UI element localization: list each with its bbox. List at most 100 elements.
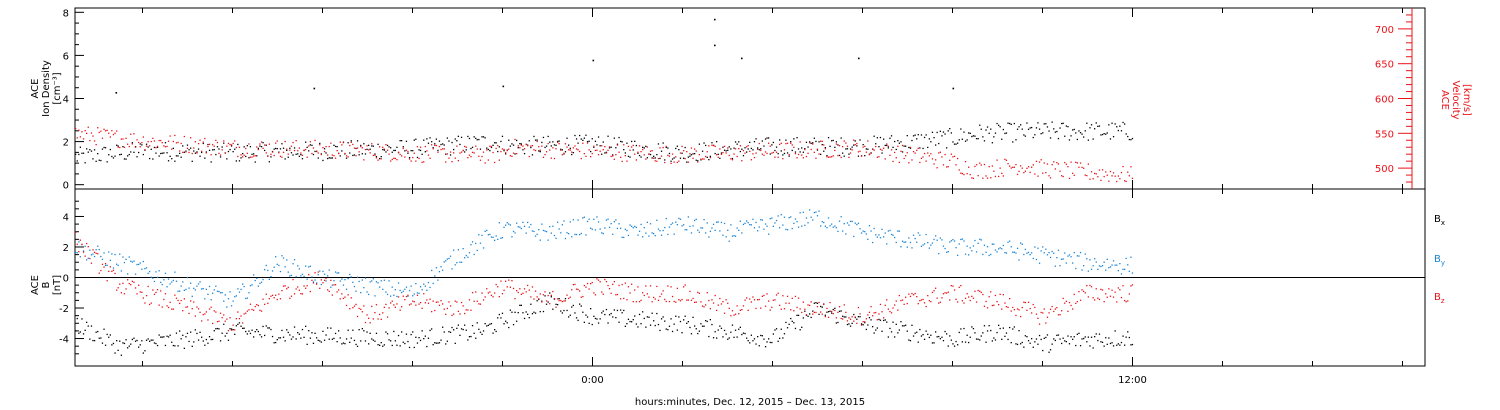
data-point — [897, 332, 899, 334]
data-point — [692, 153, 694, 155]
data-point — [966, 245, 968, 247]
data-point — [585, 314, 587, 316]
data-point — [147, 338, 149, 340]
data-point — [415, 138, 417, 140]
data-point — [708, 159, 710, 161]
data-point — [76, 243, 78, 245]
data-point — [279, 155, 282, 157]
data-point — [577, 142, 579, 144]
data-point — [134, 287, 137, 289]
data-point — [602, 310, 604, 312]
data-point — [908, 146, 910, 149]
data-point — [81, 131, 83, 133]
data-point — [207, 143, 209, 146]
data-point — [670, 286, 672, 288]
data-point — [512, 287, 515, 290]
data-point — [369, 332, 371, 334]
data-point — [668, 155, 671, 157]
data-point — [673, 233, 675, 235]
data-point — [416, 156, 419, 159]
data-point — [760, 148, 762, 150]
data-point — [925, 134, 927, 136]
data-point — [1072, 172, 1074, 174]
data-point — [1020, 165, 1022, 167]
data-point — [98, 131, 100, 134]
data-point — [240, 154, 242, 156]
data-point — [849, 318, 852, 320]
data-point — [1018, 259, 1020, 261]
data-point — [1072, 262, 1074, 264]
data-point — [935, 331, 937, 333]
data-point — [547, 142, 549, 145]
data-point — [1097, 125, 1099, 127]
data-point — [262, 147, 264, 149]
data-point — [840, 156, 842, 159]
data-point — [794, 153, 797, 155]
data-point — [435, 138, 437, 140]
data-point — [667, 329, 669, 331]
data-point — [456, 145, 458, 147]
data-point — [445, 313, 447, 315]
data-point — [579, 303, 581, 305]
data-point — [379, 344, 381, 346]
data-point — [352, 143, 354, 146]
data-point — [286, 149, 288, 151]
data-point — [1075, 161, 1077, 163]
data-point — [314, 272, 316, 274]
data-point — [912, 335, 915, 337]
data-point — [843, 223, 845, 225]
data-point — [1106, 132, 1108, 134]
data-point — [788, 155, 790, 157]
data-point — [679, 218, 682, 220]
data-point — [1045, 336, 1047, 339]
data-point — [827, 311, 830, 313]
data-point — [349, 308, 351, 310]
data-point — [448, 140, 450, 142]
data-point — [928, 247, 930, 249]
data-point — [1130, 166, 1132, 168]
data-point — [388, 153, 390, 155]
data-point — [1031, 312, 1033, 314]
data-point — [177, 345, 179, 347]
data-point — [774, 149, 776, 152]
data-point — [372, 318, 374, 320]
data-point — [698, 292, 700, 294]
data-point — [437, 342, 439, 344]
data-point — [243, 154, 245, 156]
data-point — [643, 154, 645, 156]
data-point — [128, 153, 130, 156]
data-point — [120, 153, 122, 155]
data-point — [464, 145, 466, 148]
data-point — [1038, 334, 1041, 337]
data-point — [873, 332, 875, 334]
data-point — [701, 150, 704, 152]
data-point — [1076, 138, 1078, 141]
data-point — [426, 150, 428, 152]
data-point — [130, 151, 132, 153]
data-point — [854, 144, 856, 146]
data-point — [668, 325, 671, 327]
data-point — [509, 224, 511, 226]
data-point — [1004, 252, 1006, 254]
data-point — [1035, 258, 1038, 261]
data-point — [232, 329, 234, 331]
data-point — [816, 149, 819, 151]
data-point — [517, 226, 519, 228]
data-point — [383, 344, 385, 346]
data-point — [572, 147, 574, 149]
data-point — [988, 132, 990, 134]
data-point — [675, 315, 677, 317]
data-point — [963, 302, 965, 304]
data-point — [368, 317, 370, 319]
data-point — [1114, 291, 1116, 293]
data-point — [786, 152, 789, 154]
data-point — [421, 161, 423, 163]
data-point — [550, 294, 552, 296]
data-point — [689, 155, 691, 157]
data-point — [1015, 139, 1017, 141]
data-point — [1049, 137, 1052, 139]
data-point — [432, 300, 434, 302]
data-point — [119, 253, 121, 255]
data-point — [316, 337, 318, 339]
data-point — [755, 221, 757, 224]
